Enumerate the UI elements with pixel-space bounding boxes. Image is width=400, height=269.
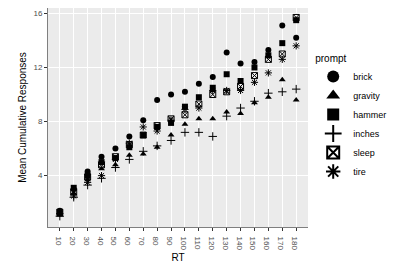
svg-text:100: 100: [179, 237, 188, 251]
svg-text:160: 160: [262, 237, 271, 251]
svg-text:tire: tire: [353, 167, 366, 177]
svg-text:Mean Cumulative Responses: Mean Cumulative Responses: [17, 52, 28, 183]
svg-text:prompt: prompt: [315, 53, 346, 64]
svg-text:sleep: sleep: [353, 148, 375, 158]
svg-text:RT: RT: [171, 252, 184, 263]
svg-text:20: 20: [68, 237, 77, 246]
svg-text:12: 12: [33, 63, 42, 72]
svg-text:4: 4: [38, 171, 43, 180]
svg-text:80: 80: [151, 237, 160, 246]
svg-text:120: 120: [207, 237, 216, 251]
svg-text:140: 140: [235, 237, 244, 251]
svg-text:70: 70: [137, 237, 146, 246]
svg-text:16: 16: [33, 9, 42, 18]
svg-text:10: 10: [54, 237, 63, 246]
svg-text:150: 150: [248, 237, 257, 251]
svg-text:110: 110: [193, 237, 202, 250]
svg-text:30: 30: [82, 237, 91, 246]
svg-text:130: 130: [221, 237, 230, 251]
svg-text:50: 50: [109, 237, 118, 246]
svg-text:8: 8: [38, 117, 43, 126]
svg-text:60: 60: [123, 237, 132, 246]
svg-text:40: 40: [96, 237, 105, 246]
svg-text:170: 170: [276, 237, 285, 251]
svg-text:inches: inches: [353, 129, 380, 139]
svg-text:hammer: hammer: [353, 110, 386, 120]
svg-text:90: 90: [165, 237, 174, 246]
svg-text:gravity: gravity: [353, 91, 380, 101]
svg-text:brick: brick: [353, 72, 373, 82]
svg-text:180: 180: [290, 237, 299, 251]
